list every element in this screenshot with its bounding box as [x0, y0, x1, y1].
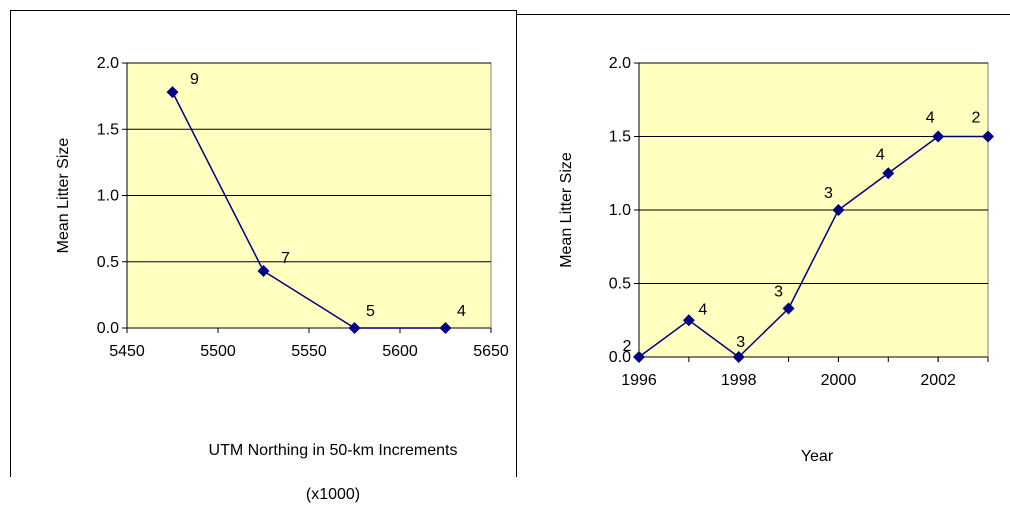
- data-label: 2: [623, 338, 632, 355]
- left-panel-top-border: [10, 10, 517, 11]
- y-axis-title: Mean Litter Size: [558, 152, 575, 268]
- data-point-marker: [782, 302, 795, 315]
- data-point-marker: [439, 322, 452, 334]
- y-tick-label: 1.5: [609, 129, 631, 146]
- y-tick-label: 1.0: [609, 202, 631, 219]
- data-point-marker: [166, 86, 179, 99]
- data-label: 4: [926, 110, 935, 127]
- data-label: 3: [736, 334, 745, 351]
- x-axis-title-line1: Year: [800, 448, 834, 465]
- x-tick-label: 5450: [109, 343, 145, 360]
- data-label: 3: [824, 185, 833, 202]
- data-point-marker: [633, 351, 645, 363]
- x-tick-label: 2000: [821, 372, 857, 389]
- data-point-marker: [882, 167, 895, 180]
- y-tick-label: 0.5: [609, 276, 631, 293]
- y-axis-title: Mean Litter Size: [55, 138, 72, 254]
- left-chart-panel: 0.0 0.5 1.0 1.5 2.0 5450 5500 5550 5600 5650 Mean …: [0, 0, 517, 503]
- data-point-marker: [257, 265, 270, 278]
- x-tick-label: 5500: [200, 343, 236, 360]
- data-point-marker: [682, 314, 695, 327]
- y-tick-label: 1.0: [97, 188, 119, 205]
- y-tick-label: 2.0: [609, 55, 631, 72]
- data-point-marker: [832, 204, 845, 216]
- data-point-marker: [732, 351, 745, 363]
- x-tick-label: 1998: [721, 372, 757, 389]
- x-tick-label: 5650: [473, 343, 509, 360]
- x-tick-label: 5550: [291, 343, 327, 360]
- x-axis-title-line1: UTM Northing in 50-km Increments: [208, 442, 458, 459]
- series-line: [638, 135, 988, 358]
- data-label: 4: [457, 303, 466, 320]
- data-label: 7: [281, 250, 290, 267]
- y-tick-label: 2.0: [97, 55, 119, 72]
- northing-litter-chart: 0.0 0.5 1.0 1.5 2.0 5450 5500 5550 5600 5650 Mean …: [55, 55, 509, 360]
- y-tick-label: 0.0: [609, 349, 631, 366]
- y-tick-label: 0.0: [97, 320, 119, 337]
- right-chart-panel: 0.0 0.5 1.0 1.5 2.0 1996 1998 2000 2002 Mean Litt…: [517, 0, 1010, 477]
- x-tick-label: 1996: [621, 372, 657, 389]
- data-label: 9: [190, 71, 199, 88]
- data-point-marker: [932, 130, 945, 143]
- x-tick-label: 5600: [382, 343, 418, 360]
- year-litter-chart: 0.0 0.5 1.0 1.5 2.0 1996 1998 2000 2002 Mean Litt…: [558, 55, 994, 389]
- left-panel-right-border: [516, 10, 517, 477]
- data-label: 5: [366, 303, 375, 320]
- data-point-marker: [982, 130, 994, 143]
- data-label: 4: [876, 146, 885, 163]
- data-label: 4: [698, 301, 707, 318]
- left-panel-left-border: [10, 10, 11, 477]
- data-label: 2: [972, 110, 981, 127]
- data-point-marker: [348, 322, 361, 334]
- y-tick-label: 1.5: [97, 121, 119, 138]
- series-line: [171, 91, 446, 329]
- x-axis-title-line2: (x1000): [305, 486, 361, 503]
- right-panel-top-border: [517, 14, 1010, 15]
- data-label: 3: [774, 283, 783, 300]
- y-tick-label: 0.5: [97, 254, 119, 271]
- x-tick-label: 2002: [920, 372, 956, 389]
